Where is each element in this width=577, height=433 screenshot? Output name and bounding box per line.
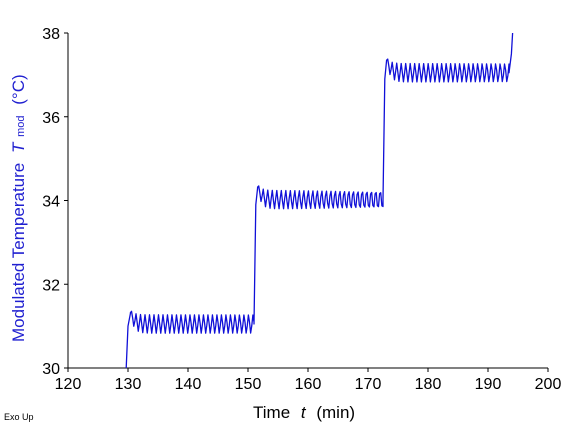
x-tick-label: 160: [295, 376, 322, 393]
x-tick-label: 200: [535, 376, 562, 393]
y-axis-label-symbol: T: [9, 141, 28, 153]
x-axis: 120 130 140 150 160 170 180 190 200: [55, 367, 562, 393]
y-axis-label-subscript: mod: [15, 115, 27, 136]
x-tick-label: 120: [55, 376, 82, 393]
x-tick-label: 150: [235, 376, 262, 393]
x-tick-label: 170: [355, 376, 382, 393]
plot-area: [125, 32, 514, 369]
y-axis-label-text: Modulated Temperature: [9, 163, 28, 342]
y-tick-label: 32: [42, 277, 60, 294]
x-tick-label: 130: [115, 376, 142, 393]
y-tick-label: 34: [42, 194, 60, 211]
x-axis-label-text: Time: [253, 403, 290, 422]
x-axis-label-symbol: t: [301, 403, 307, 422]
y-tick-label: 30: [42, 361, 60, 378]
x-axis-label-unit: (min): [316, 403, 355, 422]
y-axis-label-unit: (°C): [9, 74, 28, 104]
y-axis-label: Modulated Temperature T mod (°C): [9, 74, 28, 342]
x-tick-label: 190: [475, 376, 502, 393]
x-tick-label: 180: [415, 376, 442, 393]
y-axis: 30 32 34 36 38: [42, 26, 69, 378]
x-tick-label: 140: [175, 376, 202, 393]
exo-up-label: Exo Up: [4, 412, 34, 422]
y-tick-label: 38: [42, 26, 60, 43]
y-tick-label: 36: [42, 110, 60, 127]
series-line: [125, 32, 514, 369]
x-axis-label: Time t (min): [253, 403, 355, 422]
